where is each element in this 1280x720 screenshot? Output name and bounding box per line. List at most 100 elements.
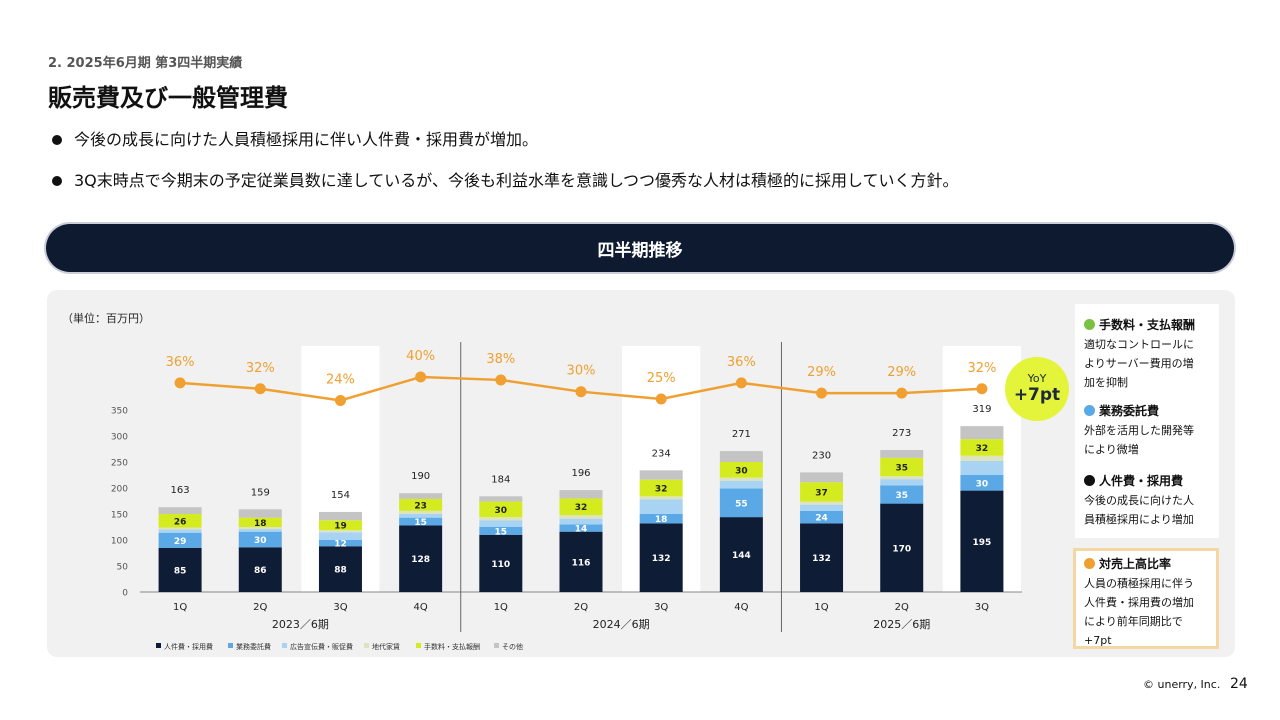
bar-total-label: 196 [571,468,590,479]
legend-swatch [282,643,287,648]
notes-box [1075,304,1219,538]
bar-segment [880,476,924,480]
ratio-point [415,371,427,383]
ratio-point [655,393,667,405]
note-title: 業務委託費 [1099,404,1160,418]
ratio-point [976,383,988,395]
bar-segment [318,532,362,540]
bar-value-label: 86 [254,566,267,576]
bar-segment [318,546,362,592]
bar-segment [719,480,763,489]
banner-title: 四半期推移 [597,240,683,261]
bar-segment [559,524,603,532]
bullet-item: 今後の成長に向けた人員積極採用に伴い人件費・採用費が増加。 [50,130,959,150]
bar-segment [800,510,844,524]
bar-value-label: 128 [411,555,430,565]
y-tick-label: 150 [111,511,128,521]
bar-total-label: 234 [652,448,671,459]
y-tick-label: 0 [122,589,128,599]
ratio-label: 40% [406,349,435,364]
bar-segment [318,511,362,521]
bar-segment [960,490,1004,592]
bar-value-label: 110 [491,560,510,570]
orange-dot-icon [1084,558,1095,569]
x-tick-label: 4Q [414,602,428,613]
bar-segment [880,503,924,592]
bar-total-label: 271 [732,429,751,440]
bar-segment [960,439,1004,456]
note-outsourcing: 業務委託費 外部を活用した開発等 により微増 [1084,402,1214,459]
bar-value-label: 32 [575,503,588,513]
bar-segment [719,477,763,481]
bar-total-label: 273 [892,428,911,439]
bar-segment [399,517,443,526]
page-title: 販売費及び一般管理費 [48,84,288,112]
bar-segment [639,514,683,524]
y-tick-label: 100 [111,537,128,547]
bar-segment [479,517,523,521]
bar-segment [719,488,763,518]
bar-value-label: 88 [334,566,347,576]
note-line: 人件費・採用費の増加 [1084,596,1194,609]
bar-segment [399,514,443,518]
bar-segment [639,470,683,480]
ratio-point [174,377,186,389]
x-tick-label: 1Q [494,602,508,613]
bar-segment [559,490,603,499]
bar-value-label: 55 [735,499,748,509]
bar-segment [880,479,924,486]
bar-segment [158,527,202,530]
black-dot-icon [1084,475,1095,486]
note-line: よりサーバー費用の増 [1084,357,1194,370]
note-line: 適切なコントロールに [1084,338,1194,351]
ratio-label: 24% [326,373,355,388]
legend-label: その他 [502,642,523,651]
note-line: により微増 [1084,443,1139,456]
ratio-label: 30% [567,364,596,379]
legend-swatch [494,643,499,648]
bar-total-label: 184 [491,474,510,485]
legend-label: 業務委託費 [236,642,271,651]
note-line: 員積極採用により増加 [1084,513,1194,526]
x-tick-label: 2Q [895,602,909,613]
x-tick-label: 2Q [574,602,588,613]
bar-value-label: 116 [572,558,591,568]
section-banner: 四半期推移 [46,224,1234,272]
note-title: 人件費・採用費 [1099,474,1184,488]
note-fees: 手数料・支払報酬 適切なコントロールに よりサーバー費用の増 加を抑制 [1084,316,1214,392]
bar-value-label: 85 [174,566,187,576]
note-ratio: 対売上高比率 人員の積極採用に伴う 人件費・採用費の増加 により前年同期比で +… [1084,555,1214,650]
bar-value-label: 23 [414,501,427,511]
x-tick-label: 3Q [975,602,989,613]
bar-segment [479,527,523,535]
note-line: 人員の積極採用に伴う [1084,577,1194,590]
bar-total-label: 230 [812,450,831,461]
group-label: 2024／6期 [593,618,650,631]
bar-segment [479,501,523,518]
ratio-label: 29% [887,365,916,380]
bar-value-label: 30 [254,536,267,546]
bar-segment [639,496,683,500]
bar-value-label: 14 [575,525,588,535]
page-number: 24 [1230,676,1248,692]
bar-value-label: 170 [892,544,911,554]
bar-segment [479,534,523,592]
bar-segment [880,485,924,504]
note-line: 今後の成長に向けた人 [1084,494,1194,507]
green-dot-icon [1084,319,1095,330]
bar-segment [559,531,603,592]
ratio-point [816,387,828,399]
note-line: +7pt [1084,634,1112,647]
bar-value-label: 32 [976,444,989,454]
bar-value-label: 15 [414,518,427,528]
bar-segment [238,529,282,532]
bar-value-label: 18 [254,519,267,529]
bar-segment [880,457,924,477]
x-tick-label: 3Q [333,602,347,613]
ratio-point [575,386,587,398]
x-tick-label: 1Q [173,602,187,613]
y-tick-label: 200 [111,485,128,495]
bar-segment [559,498,603,516]
bullet-item: 3Q末時点で今期末の予定従業員数に達しているが、今後も利益水準を意識しつつ優秀な… [50,171,959,191]
ratio-label: 32% [246,361,275,376]
